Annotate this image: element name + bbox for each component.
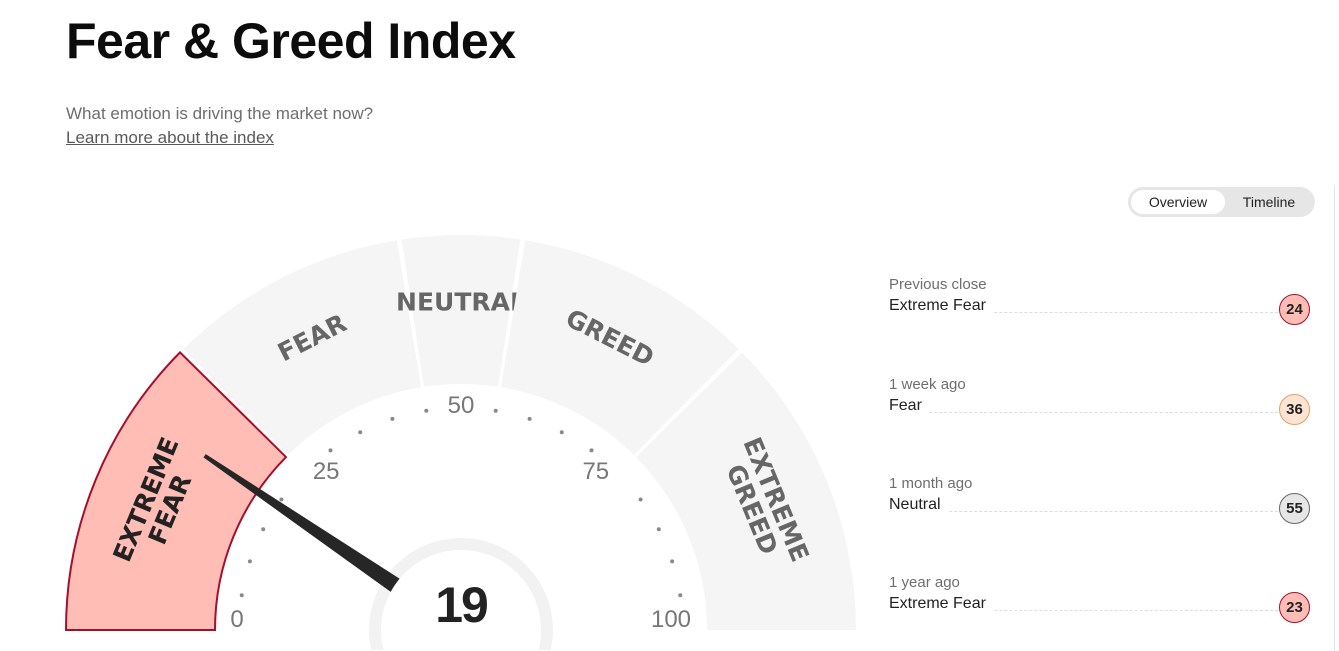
tick-dot bbox=[328, 448, 333, 453]
history-item: 1 month ago Neutral 55 bbox=[889, 475, 1310, 525]
tick-label: 0 bbox=[230, 606, 243, 633]
tick-label: 100 bbox=[651, 606, 691, 633]
tick-dot bbox=[279, 497, 284, 502]
hub-circle bbox=[380, 549, 541, 650]
history-period: 1 month ago bbox=[889, 475, 973, 492]
fear-greed-gauge: EXTREMEFEARFEARNEUTRALGREEDEXTREMEGREED0… bbox=[64, 234, 856, 650]
tab-overview[interactable]: Overview bbox=[1131, 190, 1225, 214]
history-rating: Fear bbox=[889, 397, 928, 415]
gauge-segment bbox=[64, 350, 288, 631]
history-rating: Neutral bbox=[889, 496, 947, 514]
tick-dot bbox=[424, 408, 429, 413]
history-score-badge: 55 bbox=[1279, 493, 1310, 524]
tick-dot bbox=[261, 527, 266, 532]
tick-dot bbox=[670, 559, 675, 564]
history-score-badge: 24 bbox=[1279, 294, 1310, 325]
page-title: Fear & Greed Index bbox=[66, 13, 516, 69]
tick-dot bbox=[559, 430, 564, 435]
history-rating: Extreme Fear bbox=[889, 595, 992, 613]
history-rating: Extreme Fear bbox=[889, 297, 992, 315]
gauge-segment bbox=[401, 234, 521, 387]
gauge-segment bbox=[500, 240, 739, 456]
tick-dot bbox=[589, 448, 594, 453]
dashed-leader bbox=[889, 610, 1278, 611]
dashed-leader bbox=[889, 511, 1278, 512]
subtitle: What emotion is driving the market now? bbox=[66, 104, 374, 123]
tick-dot bbox=[493, 408, 498, 413]
history-period: 1 year ago bbox=[889, 574, 960, 591]
segment-label: NEUTRAL bbox=[396, 288, 526, 317]
tick-dot bbox=[239, 593, 244, 598]
tick-label: 25 bbox=[313, 458, 340, 485]
tick-dot bbox=[527, 416, 532, 421]
tick-label: 50 bbox=[448, 392, 475, 419]
tick-dot bbox=[247, 559, 252, 564]
gauge-segment bbox=[183, 240, 422, 456]
tick-dot bbox=[390, 416, 395, 421]
tick-dot bbox=[638, 497, 643, 502]
history-item: 1 week ago Fear 36 bbox=[889, 376, 1310, 426]
tick-dot bbox=[358, 430, 363, 435]
history-period: 1 week ago bbox=[889, 376, 966, 393]
segment-label-line: NEUTRAL bbox=[396, 288, 526, 317]
gauge-value: 19 bbox=[435, 577, 487, 633]
tick-label: 75 bbox=[582, 458, 609, 485]
history-score-badge: 36 bbox=[1279, 394, 1310, 425]
history-item: Previous close Extreme Fear 24 bbox=[889, 276, 1310, 326]
tab-timeline[interactable]: Timeline bbox=[1242, 194, 1296, 210]
history-score-badge: 23 bbox=[1279, 592, 1310, 623]
tick-dot bbox=[678, 593, 683, 598]
tick-dot bbox=[656, 527, 661, 532]
learn-more-link[interactable]: Learn more about the index bbox=[66, 128, 274, 147]
history-period: Previous close bbox=[889, 276, 987, 293]
divider bbox=[1334, 186, 1335, 651]
dashed-leader bbox=[889, 412, 1278, 413]
history-item: 1 year ago Extreme Fear 23 bbox=[889, 574, 1310, 624]
view-toggle: Overview Timeline bbox=[1128, 187, 1315, 217]
dashed-leader bbox=[889, 312, 1278, 313]
gauge-segment bbox=[635, 352, 856, 630]
